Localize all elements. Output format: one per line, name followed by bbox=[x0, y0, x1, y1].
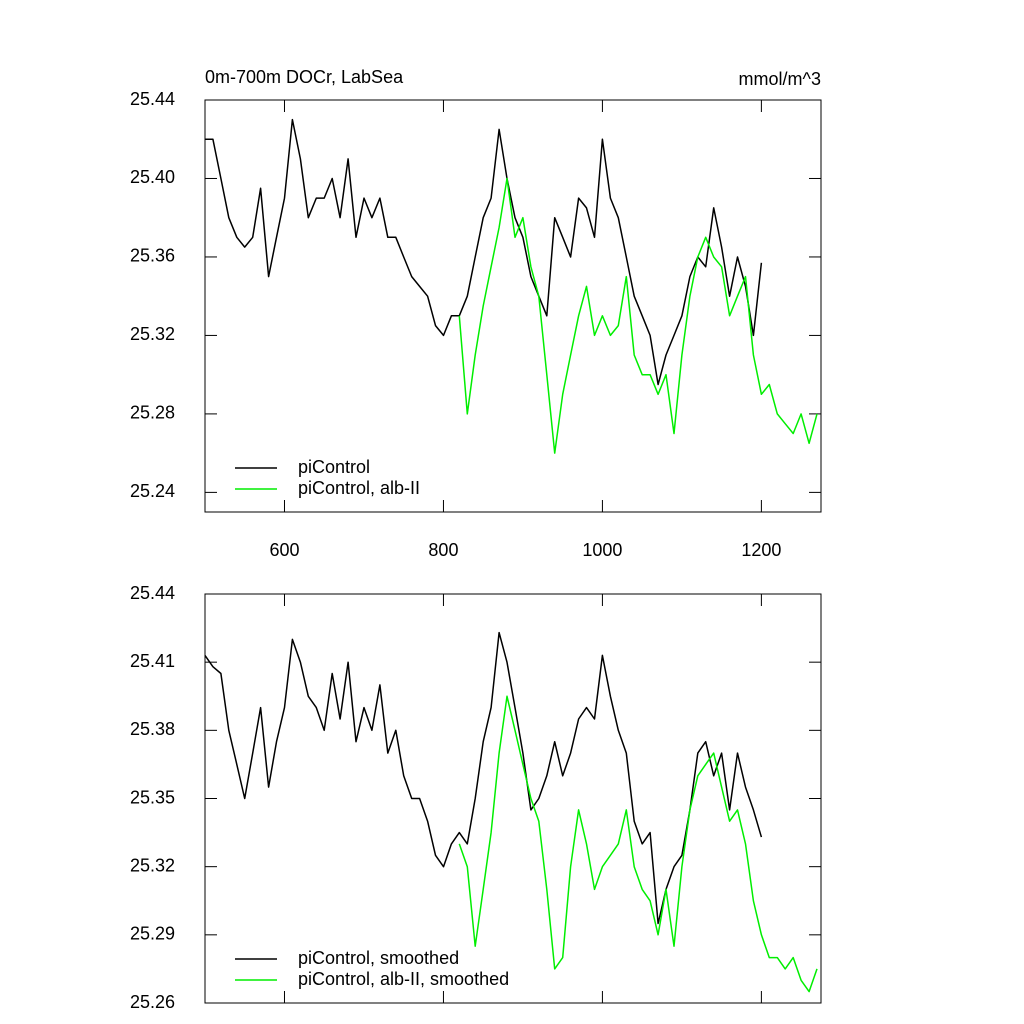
y-tick-label: 25.35 bbox=[130, 787, 175, 807]
legend-label: piControl, smoothed bbox=[298, 948, 459, 968]
x-tick-label: 600 bbox=[269, 540, 299, 560]
legend-label: piControl bbox=[298, 457, 370, 477]
y-tick-label: 25.26 bbox=[130, 992, 175, 1012]
x-tick-label: 1200 bbox=[741, 540, 781, 560]
units-label: mmol/m^3 bbox=[739, 69, 821, 89]
y-tick-label: 25.32 bbox=[130, 855, 175, 875]
series-line bbox=[458, 695, 818, 993]
x-tick-label: 1000 bbox=[582, 540, 622, 560]
series-line bbox=[204, 631, 763, 925]
y-tick-label: 25.36 bbox=[130, 246, 175, 266]
y-tick-label: 25.38 bbox=[130, 719, 175, 739]
y-tick-label: 25.28 bbox=[130, 403, 175, 423]
y-tick-label: 25.32 bbox=[130, 324, 175, 344]
y-tick-label: 25.44 bbox=[130, 89, 175, 109]
y-tick-label: 25.40 bbox=[130, 167, 175, 187]
y-tick-label: 25.29 bbox=[130, 924, 175, 944]
plot-frame bbox=[204, 99, 822, 513]
legend-label: piControl, alb-II, smoothed bbox=[298, 969, 509, 989]
y-tick-label: 25.24 bbox=[130, 481, 175, 501]
chart-title: 0m-700m DOCr, LabSea bbox=[205, 67, 404, 87]
series-line bbox=[458, 177, 818, 454]
y-tick-label: 25.41 bbox=[130, 651, 175, 671]
series-line bbox=[205, 118, 763, 386]
legend-label: piControl, alb-II bbox=[298, 478, 420, 498]
y-tick-label: 25.44 bbox=[130, 583, 175, 603]
x-tick-label: 800 bbox=[428, 540, 458, 560]
